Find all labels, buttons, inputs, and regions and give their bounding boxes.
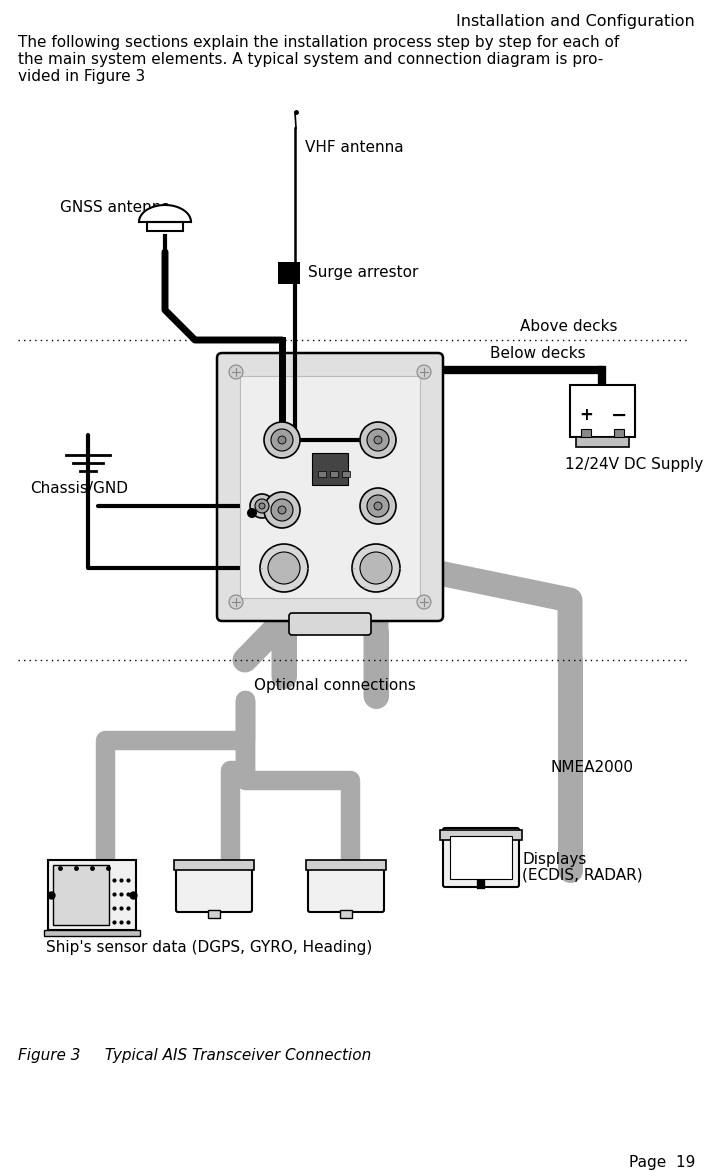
Text: The following sections explain the installation process step by step for each of: The following sections explain the insta…: [18, 35, 620, 50]
Circle shape: [255, 499, 269, 513]
Text: Surge arrestor: Surge arrestor: [308, 266, 418, 281]
Circle shape: [417, 595, 431, 609]
Bar: [576, 437, 629, 447]
Text: Installation and Configuration: Installation and Configuration: [456, 14, 695, 29]
Circle shape: [352, 545, 400, 593]
Circle shape: [259, 504, 265, 509]
Circle shape: [367, 495, 389, 518]
Text: Page  19: Page 19: [629, 1155, 695, 1170]
Circle shape: [250, 494, 274, 518]
Circle shape: [360, 552, 392, 584]
Text: +: +: [579, 406, 593, 424]
FancyBboxPatch shape: [176, 868, 252, 912]
Text: NMEA2000: NMEA2000: [550, 760, 633, 775]
Bar: [614, 429, 624, 437]
Bar: [53, 865, 109, 925]
Text: the main system elements. A typical system and connection diagram is pro-: the main system elements. A typical syst…: [18, 52, 603, 67]
Circle shape: [278, 436, 286, 444]
Text: Displays: Displays: [522, 852, 586, 867]
Text: Below decks: Below decks: [490, 345, 586, 361]
FancyBboxPatch shape: [308, 868, 384, 912]
Polygon shape: [139, 205, 191, 222]
Circle shape: [271, 499, 293, 521]
Circle shape: [229, 365, 243, 379]
Bar: [330, 471, 338, 477]
FancyBboxPatch shape: [289, 612, 371, 635]
Bar: [318, 471, 326, 477]
Bar: [340, 910, 352, 918]
Bar: [312, 453, 348, 485]
Text: Chassis/GND: Chassis/GND: [30, 481, 128, 497]
FancyBboxPatch shape: [443, 828, 519, 886]
Circle shape: [247, 508, 257, 518]
Text: GNSS antenna: GNSS antenna: [60, 200, 171, 215]
Text: Above decks: Above decks: [520, 319, 617, 334]
Circle shape: [360, 488, 396, 523]
Text: vided in Figure 3: vided in Figure 3: [18, 69, 145, 84]
Circle shape: [417, 365, 431, 379]
Bar: [208, 910, 220, 918]
Bar: [174, 860, 254, 870]
Circle shape: [229, 595, 243, 609]
Text: 12/24V DC Supply: 12/24V DC Supply: [565, 457, 703, 472]
Bar: [48, 860, 136, 930]
Bar: [147, 222, 183, 231]
Circle shape: [374, 502, 382, 511]
Circle shape: [271, 429, 293, 451]
Bar: [44, 930, 140, 936]
Bar: [342, 471, 350, 477]
Bar: [278, 262, 300, 285]
FancyBboxPatch shape: [217, 352, 443, 621]
Circle shape: [360, 422, 396, 458]
Bar: [306, 860, 386, 870]
Text: −: −: [611, 405, 627, 425]
Text: VHF antenna: VHF antenna: [305, 141, 404, 156]
Circle shape: [374, 436, 382, 444]
Circle shape: [278, 506, 286, 514]
Bar: [581, 429, 591, 437]
Bar: [440, 830, 522, 840]
Circle shape: [264, 492, 300, 528]
Bar: [450, 836, 512, 879]
Circle shape: [260, 545, 308, 593]
Text: Optional connections: Optional connections: [254, 678, 416, 693]
Text: (ECDIS, RADAR): (ECDIS, RADAR): [522, 867, 643, 882]
Circle shape: [264, 422, 300, 458]
Bar: [570, 385, 635, 437]
Bar: [240, 376, 420, 598]
Text: Figure 3     Typical AIS Transceiver Connection: Figure 3 Typical AIS Transceiver Connect…: [18, 1048, 371, 1063]
Text: Ship's sensor data (DGPS, GYRO, Heading): Ship's sensor data (DGPS, GYRO, Heading): [46, 940, 372, 956]
Circle shape: [268, 552, 300, 584]
Circle shape: [367, 429, 389, 451]
